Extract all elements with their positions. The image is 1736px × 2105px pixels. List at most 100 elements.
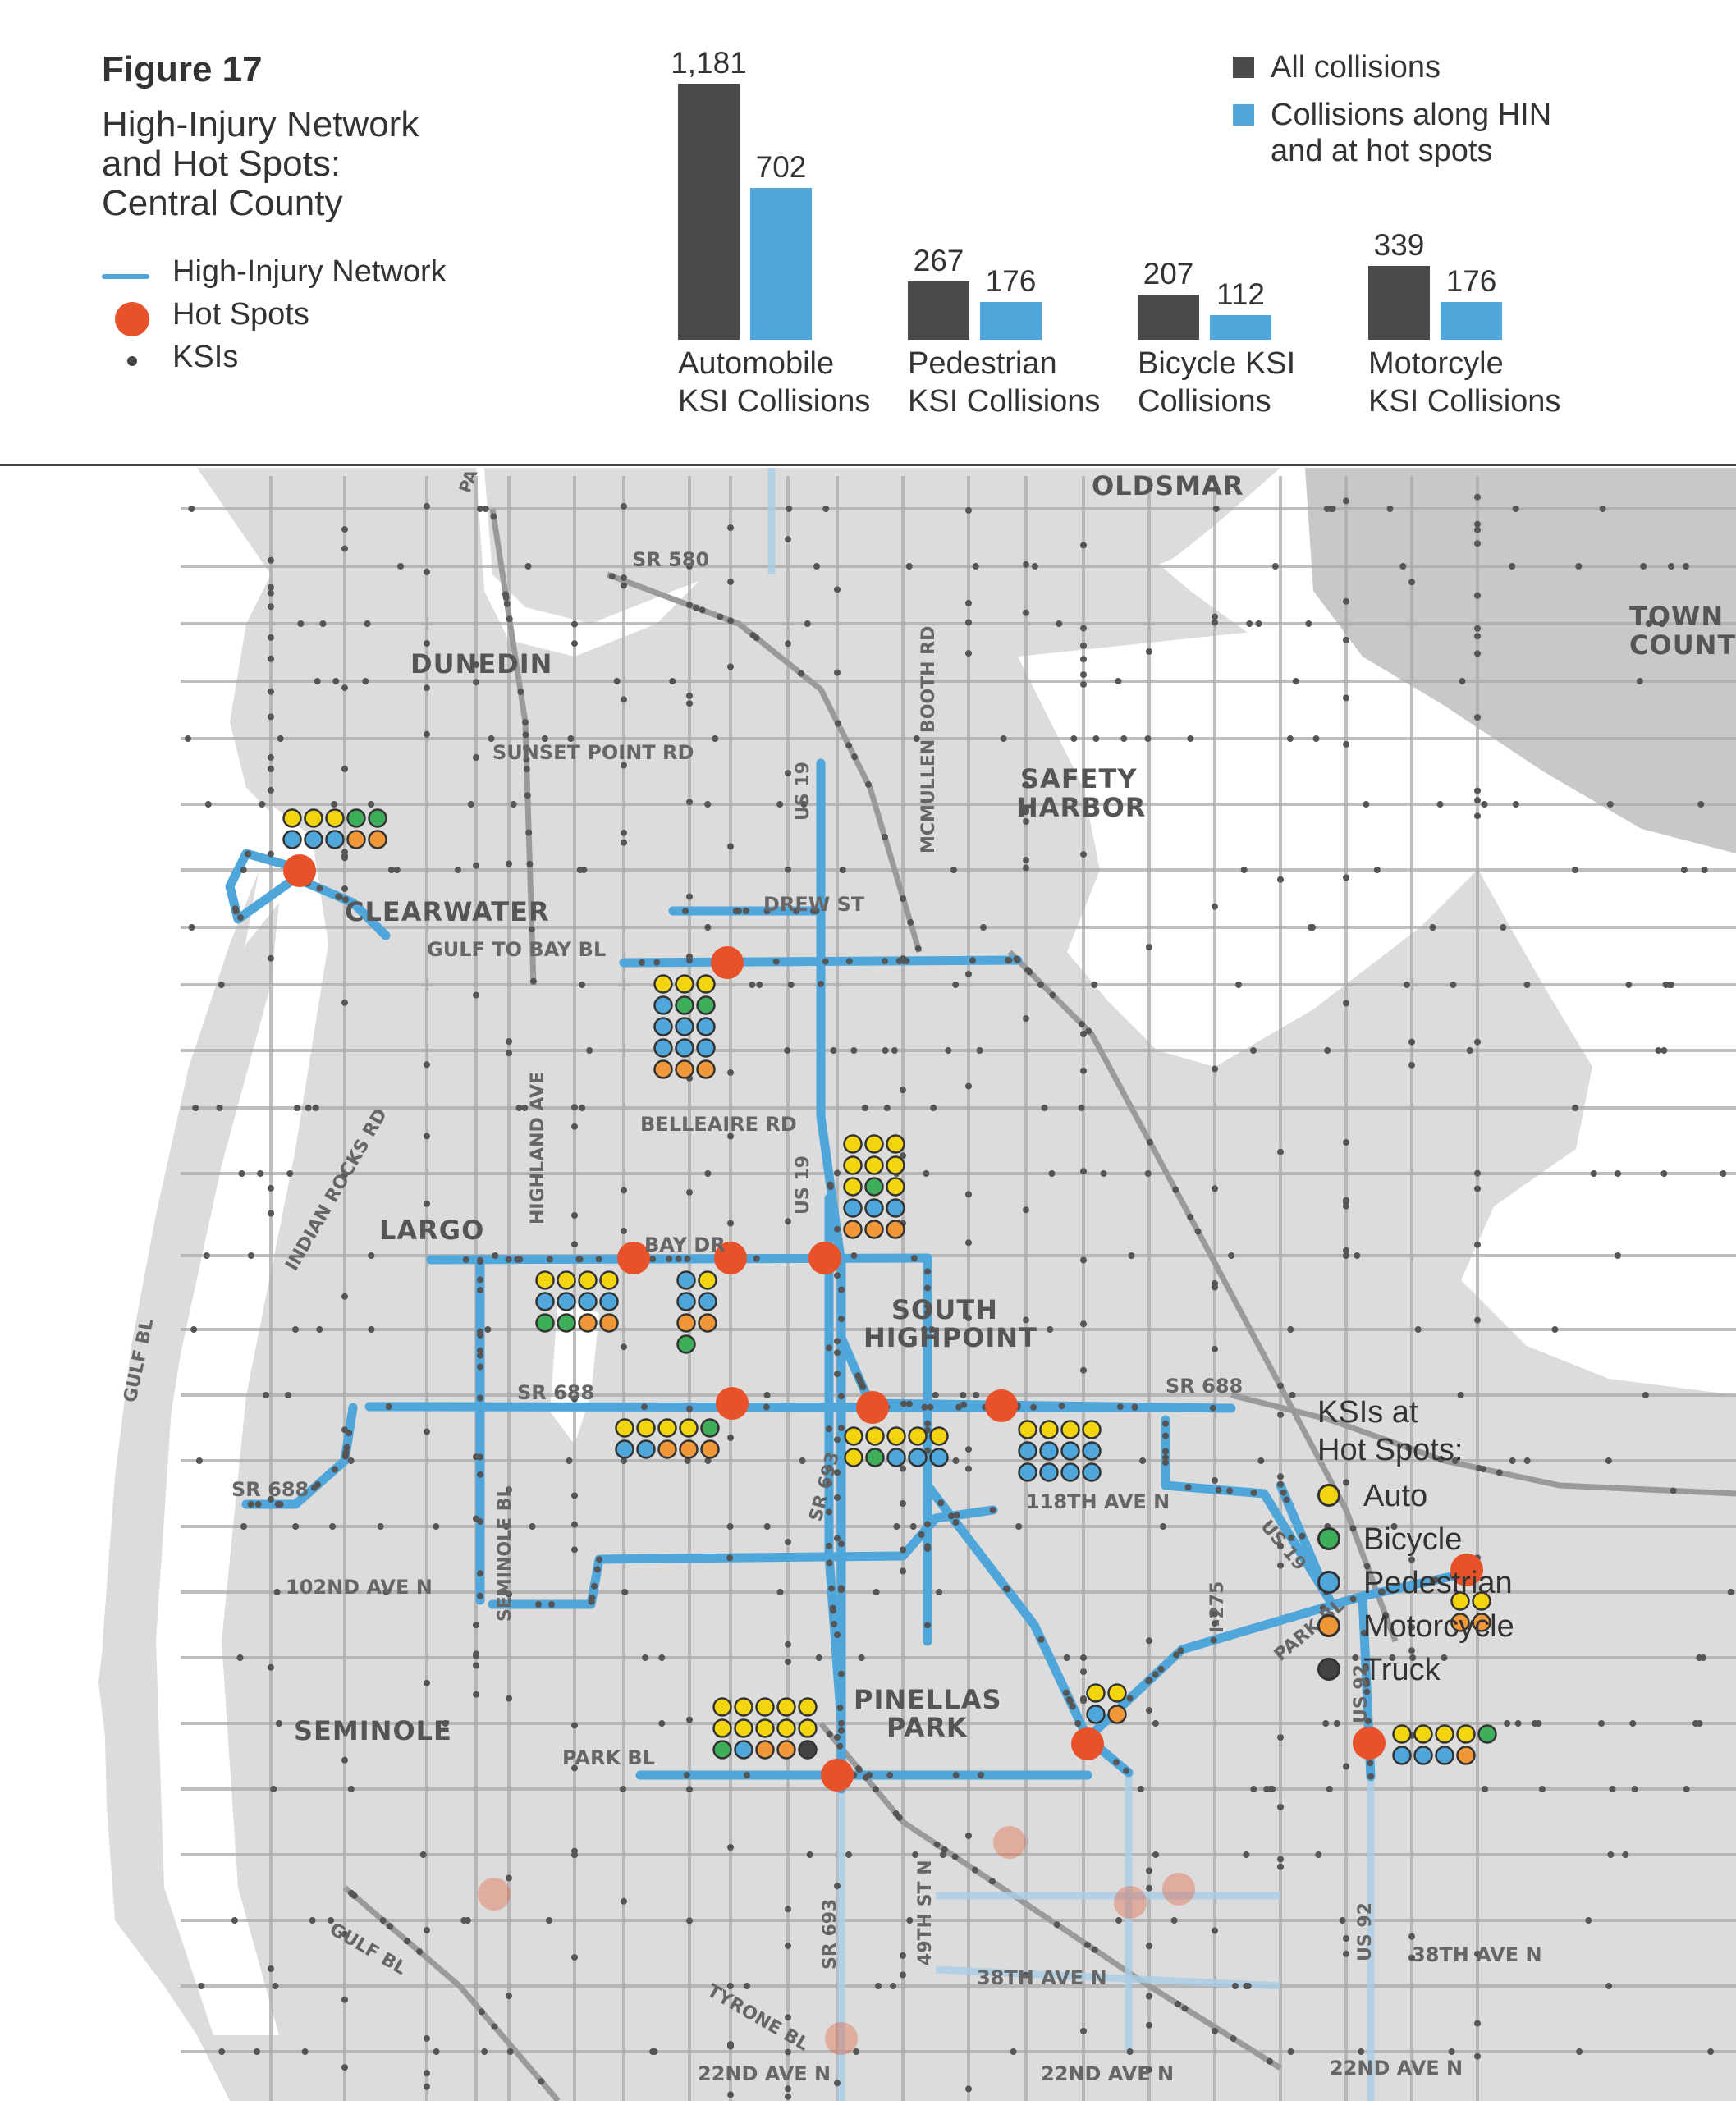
ksi-dot — [1030, 1403, 1037, 1411]
ksi-dot — [319, 620, 327, 627]
ksi-hotspot-dot — [886, 1177, 905, 1197]
ksi-dot — [268, 1663, 274, 1671]
ksi-dot — [1481, 801, 1488, 808]
ksi-hotspot-dot — [864, 1177, 884, 1197]
ksi-dot — [1047, 1326, 1054, 1333]
ksi-dot — [1228, 1252, 1235, 1259]
ksi-dot — [247, 1501, 254, 1508]
ksi-dot — [433, 1523, 440, 1530]
ksi-dot — [906, 1917, 914, 1924]
ksi-dot — [1194, 1228, 1202, 1235]
ksi-hotspot-dot — [696, 995, 716, 1015]
ksi-dot — [1286, 735, 1294, 742]
hot-spot — [856, 1391, 889, 1424]
ksi-dot — [1390, 1523, 1398, 1530]
ksi-hotspot-dot — [578, 1292, 598, 1311]
ksi-dot — [273, 1589, 281, 1595]
ksi-dot — [853, 2048, 860, 2055]
ksi-dot — [845, 1851, 852, 1858]
ksi-dot — [1210, 1636, 1217, 1644]
ksi-dot — [845, 958, 853, 965]
ksi-dot — [1696, 1720, 1703, 1727]
ksi-dot — [510, 801, 517, 808]
ksi-dot — [517, 689, 524, 695]
ksi-dot — [828, 1585, 835, 1592]
ksi-dot — [503, 1523, 510, 1530]
ksi-dot — [1585, 1917, 1592, 1924]
ksi-legend-label: Pedestrian — [1363, 1566, 1513, 1600]
ksi-dot — [1277, 1480, 1284, 1488]
ksi-dot — [621, 839, 627, 846]
ksi-dot — [810, 908, 818, 914]
ksi-dot — [1058, 1403, 1065, 1410]
ksi-hotspot-dot — [755, 1740, 775, 1760]
road-label: BAY DR — [644, 1233, 726, 1256]
ksi-dot — [1157, 1665, 1165, 1673]
ksi-dot — [1538, 1786, 1546, 1792]
header-divider — [0, 464, 1736, 466]
ksi-dot — [268, 850, 274, 858]
ksi-dot — [1523, 1457, 1531, 1464]
legend-hin: High-Injury Network — [102, 254, 529, 297]
ksi-dot — [621, 1897, 627, 1905]
ksi-dot — [341, 545, 348, 552]
ksi-dot — [717, 613, 724, 620]
ksi-dot — [948, 1512, 955, 1520]
ksi-dot — [686, 1716, 693, 1723]
ksi-dot — [952, 1457, 960, 1464]
ksi-dot — [348, 1889, 355, 1897]
ksi-hotspot-dot — [557, 1292, 576, 1311]
ksi-dot — [1727, 1589, 1734, 1595]
ksi-dot — [455, 867, 461, 873]
ksi-dot — [960, 1392, 967, 1398]
ksi-dot — [1636, 678, 1643, 684]
ksi-dot — [277, 735, 284, 742]
ksi-hotspot-dot — [636, 1439, 656, 1459]
ksi-hotspot-dot — [1450, 1591, 1470, 1611]
ksi-hotspot-dot — [908, 1448, 928, 1467]
ksi-dot — [347, 1786, 355, 1792]
ksi-hotspot-dot — [535, 1313, 555, 1333]
ksi-dot — [424, 640, 430, 647]
ksi-dot — [502, 591, 509, 598]
ksi-dot — [268, 1495, 274, 1503]
ksi-dot — [1605, 1983, 1613, 1989]
ksi-dot — [951, 1853, 959, 1860]
ksi-dot — [686, 1405, 693, 1412]
ksi-dot — [683, 1772, 690, 1778]
ksi-dot — [424, 2034, 430, 2042]
legend-hot-spots-label: Hot Spots — [172, 297, 309, 332]
ksi-dot — [939, 1851, 946, 1858]
road-label: SUNSET POINT RD — [492, 741, 694, 764]
ksi-dot — [1437, 1456, 1445, 1463]
ksi-hotspot-dot — [696, 1059, 716, 1079]
ksi-dot — [1343, 1479, 1349, 1486]
ksi-dot — [909, 1523, 917, 1530]
ksi-dot — [314, 678, 321, 684]
ksi-dot — [1474, 592, 1481, 599]
ksi-dot — [521, 1105, 529, 1111]
ksi-hotspot-dot — [535, 1292, 555, 1311]
ksi-dot — [613, 678, 621, 684]
ksi-dot — [785, 2085, 791, 2093]
ksi-dot — [1023, 781, 1029, 789]
ksi-dot — [684, 1457, 691, 1464]
ksi-hotspot-dot — [657, 1418, 677, 1438]
ksi-hotspot-dot — [886, 1198, 905, 1218]
ksi-dot — [523, 744, 529, 752]
ksi-dot — [1235, 982, 1242, 988]
ksi-dot — [756, 982, 763, 988]
ksi-dot — [653, 959, 661, 966]
ksi-hotspot-dot — [865, 1448, 885, 1467]
ksi-hotspot-dot — [734, 1697, 753, 1717]
ksi-dot — [506, 860, 512, 867]
ksi-dot — [1080, 1366, 1087, 1374]
ksi-dot — [492, 1252, 499, 1259]
ksi-dot — [571, 1123, 578, 1130]
ksi-dot — [292, 1326, 299, 1333]
ksi-dot — [1023, 1015, 1029, 1023]
place-label: COUNTR — [1629, 629, 1736, 661]
ksi-dot — [473, 661, 479, 668]
ksi-dot — [1277, 1863, 1284, 1870]
ksi-dot — [753, 634, 760, 642]
